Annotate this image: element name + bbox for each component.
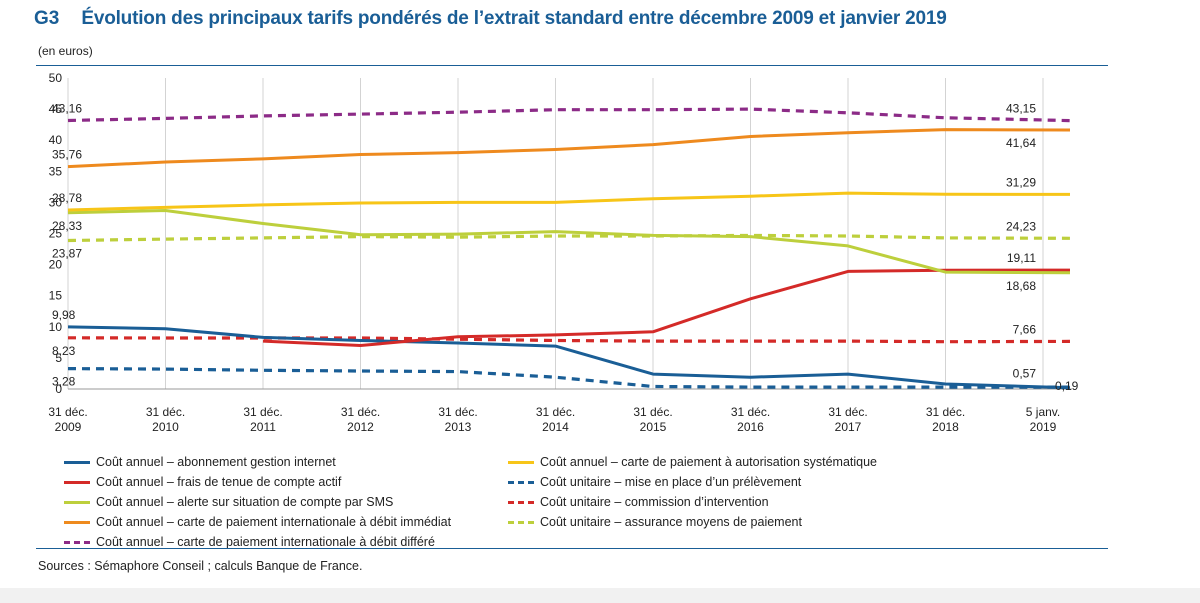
legend-swatch bbox=[508, 480, 534, 484]
y-tick-label: 5 bbox=[55, 351, 62, 365]
sources-note: Sources : Sémaphore Conseil ; calculs Ba… bbox=[38, 559, 363, 573]
y-axis-unit-label: (en euros) bbox=[38, 44, 93, 58]
y-tick-label: 30 bbox=[49, 195, 63, 209]
x-tick-label: 31 déc. 2013 bbox=[438, 405, 477, 434]
data-label: 28,78 bbox=[52, 191, 82, 205]
data-label: 28,33 bbox=[52, 219, 82, 233]
legend-label: Coût annuel – carte de paiement internat… bbox=[96, 535, 435, 549]
legend-entry: Coût unitaire – assurance moyens de paie… bbox=[508, 512, 877, 532]
data-label: 3,28 bbox=[52, 375, 76, 389]
x-tick-label: 31 déc. 2015 bbox=[633, 405, 672, 434]
series-line bbox=[67, 336, 1071, 344]
data-label: 19,11 bbox=[1007, 251, 1036, 265]
legend-swatch bbox=[508, 460, 534, 464]
figure-number: G3 bbox=[34, 8, 60, 29]
legend-label: Coût annuel – frais de tenue de compte a… bbox=[96, 475, 342, 489]
x-tick-label: 31 déc. 2012 bbox=[341, 405, 380, 434]
legend-left-column: Coût annuel – abonnement gestion interne… bbox=[64, 452, 451, 552]
y-tick-label: 15 bbox=[49, 289, 63, 303]
data-label: 7,66 bbox=[1013, 322, 1037, 336]
y-tick-label: 0 bbox=[55, 382, 62, 396]
data-label: 31,29 bbox=[1006, 175, 1036, 189]
x-tick-label: 31 déc. 2011 bbox=[243, 405, 282, 434]
data-label: 23,87 bbox=[52, 247, 82, 261]
y-tick-label: 25 bbox=[49, 227, 63, 241]
legend-entry: Coût annuel – carte de paiement internat… bbox=[64, 512, 451, 532]
legend-entry: Coût unitaire – mise en place d’un prélè… bbox=[508, 472, 877, 492]
x-tick-label: 31 déc. 2009 bbox=[48, 405, 87, 434]
legend-label: Coût annuel – carte de paiement internat… bbox=[96, 515, 452, 529]
data-label: 43,16 bbox=[52, 102, 82, 116]
x-tick-label: 31 déc. 2018 bbox=[926, 405, 965, 434]
x-tick-label: 5 janv. 2019 bbox=[1026, 405, 1060, 434]
y-tick-label: 50 bbox=[49, 71, 63, 85]
data-label: 8,23 bbox=[52, 344, 76, 358]
data-label: 0,57 bbox=[1013, 366, 1037, 380]
legend-right-column: Coût annuel – carte de paiement à autori… bbox=[508, 452, 877, 532]
legend-label: Coût unitaire – commission d’interventio… bbox=[540, 495, 769, 509]
y-tick-label: 35 bbox=[49, 164, 63, 178]
legend-swatch bbox=[508, 500, 534, 504]
series-line bbox=[67, 107, 1071, 123]
legend-label: Coût annuel – abonnement gestion interne… bbox=[96, 455, 336, 469]
legend-swatch bbox=[64, 540, 90, 544]
series-line bbox=[67, 233, 1071, 243]
legend-swatch bbox=[64, 520, 90, 524]
chart-title: Évolution des principaux tarifs pondérés… bbox=[81, 8, 947, 29]
legend-entry: Coût annuel – carte de paiement internat… bbox=[64, 532, 451, 552]
y-tick-label: 10 bbox=[49, 320, 63, 334]
legend-swatch bbox=[64, 460, 90, 464]
data-label: 41,64 bbox=[1006, 136, 1036, 150]
series-line bbox=[67, 191, 1071, 212]
legend-swatch bbox=[508, 520, 534, 524]
data-label: 24,23 bbox=[1006, 219, 1036, 233]
series-line bbox=[67, 128, 1071, 169]
legend-entry: Coût annuel – abonnement gestion interne… bbox=[64, 452, 451, 472]
legend-entry: Coût annuel – frais de tenue de compte a… bbox=[64, 472, 451, 492]
legend-swatch bbox=[64, 480, 90, 484]
y-tick-label: 40 bbox=[49, 133, 63, 147]
x-tick-label: 31 déc. 2017 bbox=[828, 405, 867, 434]
legend-entry: Coût annuel – carte de paiement à autori… bbox=[508, 452, 877, 472]
y-tick-label: 45 bbox=[49, 102, 63, 116]
series-line bbox=[67, 367, 1070, 389]
series-line bbox=[67, 209, 1071, 275]
legend-swatch bbox=[64, 500, 90, 504]
footer-band bbox=[0, 588, 1200, 603]
legend-label: Coût unitaire – assurance moyens de paie… bbox=[540, 515, 802, 529]
legend-entry: Coût annuel – alerte sur situation de co… bbox=[64, 492, 451, 512]
line-chart: 0 5 10 15 20 25 30 35 40 45 50 31 déc. 2009 31 déc. 20… bbox=[48, 71, 1079, 434]
legend-label: Coût unitaire – mise en place d’un prélè… bbox=[540, 475, 802, 489]
series-line bbox=[262, 268, 1071, 347]
y-tick-label: 20 bbox=[49, 258, 63, 272]
data-label: 43,15 bbox=[1006, 102, 1036, 116]
legend-entry: Coût unitaire – commission d’interventio… bbox=[508, 492, 877, 512]
top-divider bbox=[36, 65, 1108, 66]
data-label: 35,76 bbox=[52, 148, 82, 162]
bottom-divider bbox=[36, 548, 1108, 549]
series-line bbox=[67, 325, 1071, 390]
data-label: 9,98 bbox=[52, 308, 76, 322]
x-tick-label: 31 déc. 2016 bbox=[731, 405, 770, 434]
data-label: 0,19 bbox=[1055, 379, 1079, 393]
legend-label: Coût annuel – carte de paiement à autori… bbox=[540, 455, 878, 469]
x-tick-label: 31 déc. 2014 bbox=[536, 405, 575, 434]
legend-label: Coût annuel – alerte sur situation de co… bbox=[96, 495, 394, 509]
x-tick-label: 31 déc. 2010 bbox=[146, 405, 185, 434]
data-label: 18,68 bbox=[1006, 279, 1036, 293]
figure-header: G3 Évolution des principaux tarifs pondé… bbox=[34, 8, 947, 30]
